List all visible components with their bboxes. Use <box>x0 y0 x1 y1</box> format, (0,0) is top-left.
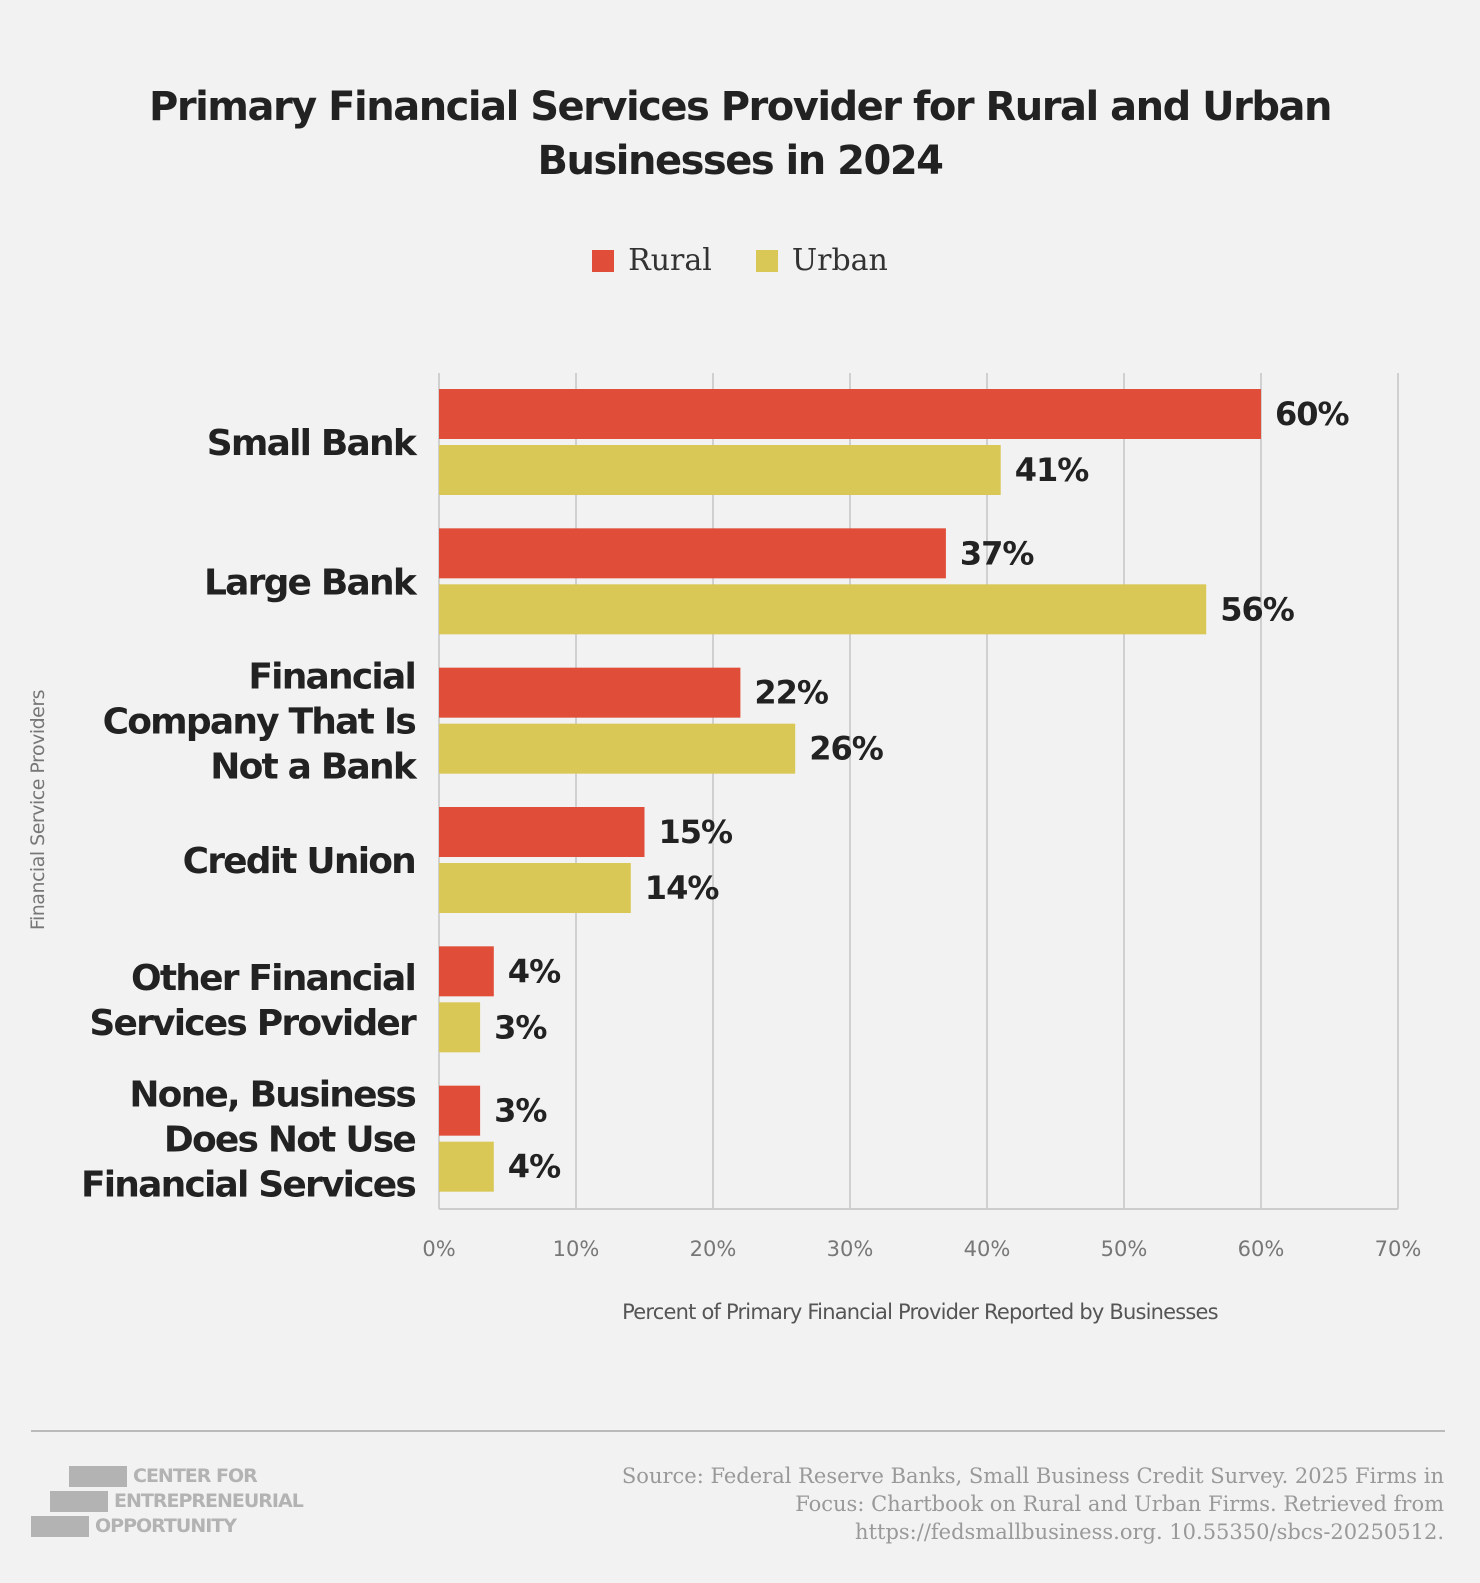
data-label: 41% <box>1015 451 1090 489</box>
category-label: Services Provider <box>89 1003 417 1044</box>
x-tick-label: 0% <box>422 1237 455 1261</box>
data-label: 4% <box>508 1148 561 1186</box>
legend-label-urban: Urban <box>791 243 888 278</box>
bar-rural <box>439 807 645 857</box>
category-label: Small Bank <box>207 423 418 464</box>
bar-rural <box>439 1085 481 1136</box>
category-label: Other Financial <box>131 958 415 999</box>
data-label: 15% <box>659 813 734 851</box>
bar-urban <box>439 723 796 774</box>
bar-rural <box>439 389 1261 439</box>
x-tick-label: 10% <box>553 1237 600 1261</box>
legend-label-rural: Rural <box>628 243 712 278</box>
legend-item-urban: Urban <box>755 243 888 278</box>
category-label: Large Bank <box>204 562 418 603</box>
chart-title: Primary Financial Services Provider for … <box>0 80 1480 188</box>
category-label: Credit Union <box>183 841 415 882</box>
category-label: Financial Services <box>81 1165 415 1206</box>
data-label: 14% <box>645 869 720 907</box>
x-tick-label: 40% <box>964 1237 1011 1261</box>
legend-swatch-rural <box>592 249 615 272</box>
source-line-3: https://fedsmallbusiness.org. 10.55350/s… <box>855 1520 1444 1544</box>
data-label: 56% <box>1220 590 1295 628</box>
x-tick-label: 50% <box>1101 1237 1148 1261</box>
bar-rural <box>439 946 494 997</box>
legend-item-rural: Rural <box>592 243 712 278</box>
data-label: 37% <box>960 534 1035 572</box>
x-tick-label: 30% <box>827 1237 874 1261</box>
x-tick-label: 20% <box>690 1237 737 1261</box>
category-label: Does Not Use <box>164 1120 415 1161</box>
data-label: 3% <box>494 1092 547 1130</box>
bar-urban <box>439 863 631 913</box>
bar-rural <box>439 528 946 579</box>
data-label: 60% <box>1275 395 1350 433</box>
logo-line-2: ENTREPRENEURIAL <box>114 1490 304 1512</box>
category-label: Not a Bank <box>210 747 418 788</box>
logo-line-3: OPPORTUNITY <box>95 1515 237 1537</box>
x-axis-label: Percent of Primary Financial Provider Re… <box>622 1300 1218 1324</box>
title-line-2: Businesses in 2024 <box>537 138 944 184</box>
title-line-1: Primary Financial Services Provider for … <box>149 84 1332 130</box>
category-label: Financial <box>248 657 415 698</box>
logo: CENTER FOR ENTREPRENEURIAL OPPORTUNITY <box>31 1466 331 1538</box>
x-tick-label: 70% <box>1375 1237 1422 1261</box>
footer-divider <box>31 1430 1445 1432</box>
category-label: None, Business <box>129 1075 415 1116</box>
bar-urban <box>439 584 1207 635</box>
data-label: 3% <box>494 1008 547 1046</box>
data-label: 26% <box>809 730 884 768</box>
logo-line-1: CENTER FOR <box>133 1465 258 1487</box>
legend: Rural Urban <box>0 243 1480 278</box>
bar-urban <box>439 445 1001 495</box>
legend-swatch-urban <box>755 249 778 272</box>
data-label: 22% <box>754 674 829 712</box>
bar-urban <box>439 1141 494 1192</box>
data-label: 4% <box>508 952 561 990</box>
category-label: Company That Is <box>103 702 416 743</box>
source-line-2: Focus: Chartbook on Rural and Urban Firm… <box>795 1492 1444 1516</box>
source-note: Source: Federal Reserve Banks, Small Bus… <box>544 1462 1444 1546</box>
x-tick-label: 60% <box>1238 1237 1285 1261</box>
bar-rural <box>439 667 741 718</box>
bar-urban <box>439 1002 481 1053</box>
source-line-1: Source: Federal Reserve Banks, Small Bus… <box>621 1464 1444 1488</box>
